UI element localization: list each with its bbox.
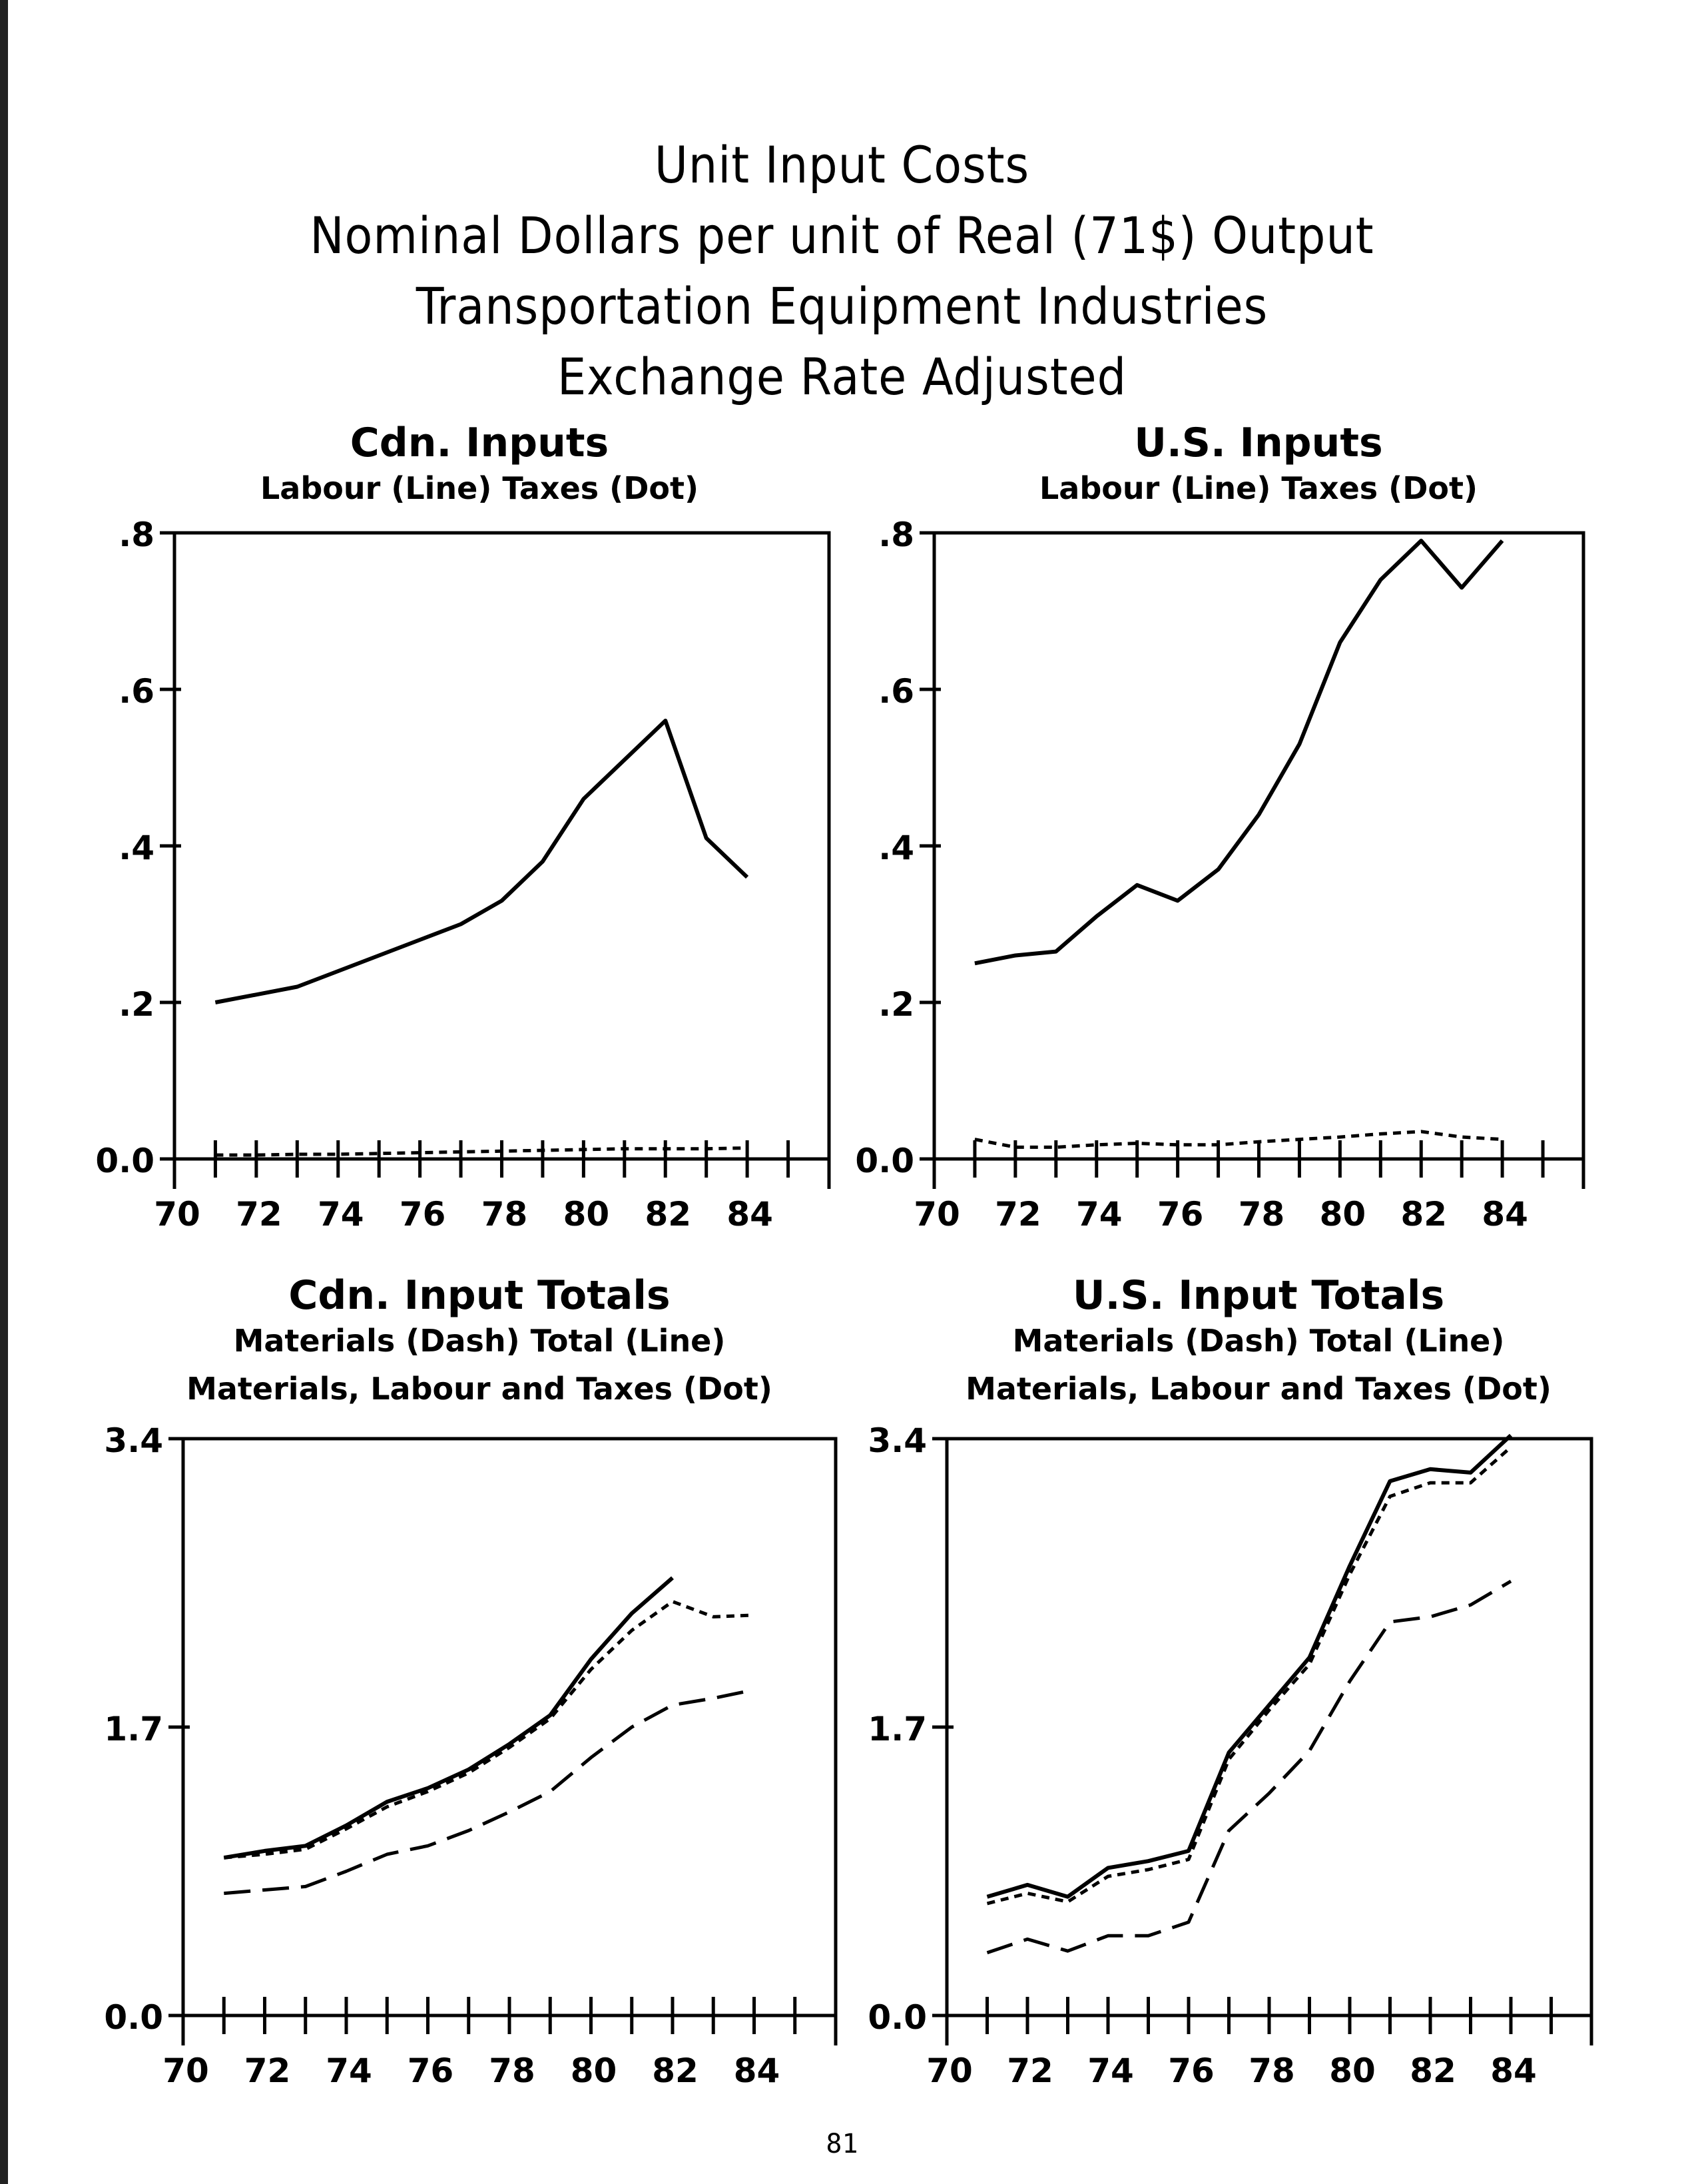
x-tick-label: 84 bbox=[1490, 2051, 1537, 2090]
series-line-solid bbox=[223, 1576, 674, 1860]
series-line-solid bbox=[974, 538, 1504, 966]
y-tick-label: 0.0 bbox=[855, 1142, 914, 1180]
y-tick-label: 0.0 bbox=[95, 1142, 154, 1180]
x-tick-label: 82 bbox=[1410, 2051, 1456, 2090]
x-tick-label: 84 bbox=[1482, 1195, 1528, 1234]
page-title-line-1: Unit Input Costs bbox=[654, 135, 1030, 194]
y-tick-label: .8 bbox=[119, 516, 154, 554]
x-tick-label: 70 bbox=[154, 1195, 200, 1234]
x-tick-label: 74 bbox=[1087, 2051, 1134, 2090]
x-tick-label: 70 bbox=[914, 1195, 960, 1234]
series-line-solid bbox=[986, 1433, 1513, 1899]
x-tick-label: 72 bbox=[1007, 2051, 1053, 2090]
y-tick-label: .4 bbox=[119, 829, 154, 867]
series-line-dot bbox=[224, 1600, 754, 1860]
x-tick-label: 74 bbox=[1076, 1195, 1123, 1234]
x-tick-label: 76 bbox=[1168, 2051, 1215, 2090]
y-tick-label: 1.7 bbox=[104, 1710, 163, 1748]
chart-subtitle: Materials (Dash) Total (Line) bbox=[1012, 1323, 1505, 1359]
x-tick-label: 78 bbox=[1239, 1195, 1285, 1234]
page-title-block: Unit Input Costs Nominal Dollars per uni… bbox=[0, 130, 1684, 412]
chart-title: Cdn. Input Totals bbox=[288, 1272, 671, 1319]
x-tick-label: 70 bbox=[162, 2051, 209, 2090]
series-line-dot bbox=[215, 1146, 748, 1157]
chart-subtitle: Labour (Line) Taxes (Dot) bbox=[1039, 470, 1478, 506]
x-tick-label: 76 bbox=[1157, 1195, 1204, 1234]
x-tick-label: 72 bbox=[244, 2051, 291, 2090]
chart-subtitle: Labour (Line) Taxes (Dot) bbox=[260, 470, 699, 506]
y-tick-label: .8 bbox=[878, 516, 914, 554]
y-tick-label: 0.0 bbox=[104, 1998, 163, 2037]
x-tick-label: 80 bbox=[1320, 1195, 1366, 1234]
x-tick-label: 70 bbox=[926, 2051, 973, 2090]
chart-title: Cdn. Inputs bbox=[350, 420, 609, 466]
page-title-line-2: Nominal Dollars per unit of Real (71$) O… bbox=[310, 206, 1374, 265]
panel-us-inputs-header: U.S. Inputs Labour (Line) Taxes (Dot) bbox=[859, 420, 1658, 553]
x-tick-label: 78 bbox=[489, 2051, 535, 2090]
series-line-dash bbox=[224, 1688, 755, 1896]
x-tick-label: 84 bbox=[734, 2051, 780, 2090]
y-tick-label: .6 bbox=[878, 672, 914, 711]
plot-frame bbox=[945, 1437, 1593, 2017]
y-tick-label: .2 bbox=[878, 985, 914, 1024]
y-tick-label: 3.4 bbox=[104, 1421, 163, 1460]
x-tick-label: 82 bbox=[652, 2051, 699, 2090]
y-tick-label: .4 bbox=[878, 829, 914, 867]
y-tick-label: .2 bbox=[119, 985, 154, 1024]
chart-subtitle-2: Materials, Labour and Taxes (Dot) bbox=[966, 1371, 1551, 1407]
x-tick-label: 74 bbox=[326, 2051, 372, 2090]
x-tick-label: 72 bbox=[236, 1195, 282, 1234]
x-tick-label: 82 bbox=[1400, 1195, 1447, 1234]
x-tick-label: 80 bbox=[563, 1195, 610, 1234]
x-tick-label: 80 bbox=[571, 2051, 617, 2090]
x-tick-label: 74 bbox=[318, 1195, 364, 1234]
series-line-dot bbox=[986, 1445, 1512, 1906]
y-tick-label: 0.0 bbox=[868, 1998, 927, 2037]
chart-title: U.S. Input Totals bbox=[1072, 1272, 1445, 1319]
panel-cdn-input-totals-header: Cdn. Input Totals Materials (Dash) Total… bbox=[80, 1272, 879, 1425]
y-tick-label: .6 bbox=[119, 672, 154, 711]
series-line-solid bbox=[214, 719, 749, 1004]
panel-cdn-inputs-header: Cdn. Inputs Labour (Line) Taxes (Dot) bbox=[80, 420, 879, 553]
x-tick-label: 76 bbox=[400, 1195, 446, 1234]
panel-us-input-totals-header: U.S. Input Totals Materials (Dash) Total… bbox=[859, 1272, 1658, 1425]
series-line-dot bbox=[974, 1130, 1503, 1149]
y-tick-label: 1.7 bbox=[868, 1710, 927, 1748]
page-title-line-3: Transportation Equipment Industries bbox=[416, 276, 1268, 336]
chart-subtitle: Materials (Dash) Total (Line) bbox=[233, 1323, 726, 1359]
x-tick-label: 78 bbox=[1249, 2051, 1295, 2090]
y-tick-label: 3.4 bbox=[868, 1421, 927, 1460]
x-tick-label: 82 bbox=[645, 1195, 691, 1234]
x-tick-label: 76 bbox=[408, 2051, 454, 2090]
page-edge bbox=[0, 0, 8, 2184]
x-tick-label: 80 bbox=[1329, 2051, 1376, 2090]
page-title-line-4: Exchange Rate Adjusted bbox=[557, 347, 1127, 406]
x-tick-label: 72 bbox=[995, 1195, 1041, 1234]
page-number: 81 bbox=[826, 2129, 858, 2159]
series-line-dash bbox=[986, 1579, 1512, 1955]
chart-subtitle-2: Materials, Labour and Taxes (Dot) bbox=[186, 1371, 772, 1407]
x-tick-label: 84 bbox=[726, 1195, 773, 1234]
x-tick-label: 78 bbox=[481, 1195, 528, 1234]
chart-title: U.S. Inputs bbox=[1134, 420, 1383, 466]
